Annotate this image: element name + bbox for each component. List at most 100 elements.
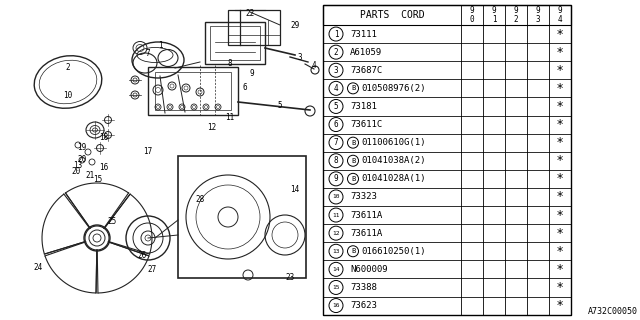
- Text: 73323: 73323: [350, 192, 377, 202]
- Text: B: B: [351, 158, 355, 164]
- Bar: [323, 242, 571, 260]
- Text: 28: 28: [195, 196, 205, 204]
- Text: 25: 25: [108, 218, 116, 227]
- Text: A732C00050: A732C00050: [588, 307, 638, 316]
- Text: 1: 1: [157, 42, 163, 51]
- Text: 27: 27: [147, 266, 157, 275]
- Circle shape: [348, 83, 358, 94]
- Circle shape: [329, 280, 343, 294]
- Text: *: *: [557, 100, 563, 113]
- Bar: [323, 5, 571, 25]
- Text: 3: 3: [298, 53, 302, 62]
- Text: 2: 2: [66, 62, 70, 71]
- Text: N600009: N600009: [350, 265, 388, 274]
- Bar: [323, 5, 571, 315]
- Text: B: B: [351, 248, 355, 254]
- Text: 13: 13: [74, 162, 83, 171]
- Text: B: B: [351, 176, 355, 182]
- Text: A61059: A61059: [350, 48, 382, 57]
- Circle shape: [329, 208, 343, 222]
- Text: 29: 29: [291, 20, 300, 29]
- Text: 01100610G(1): 01100610G(1): [361, 138, 426, 147]
- Bar: [323, 170, 571, 188]
- Text: 9
3: 9 3: [536, 6, 540, 24]
- Text: 4: 4: [333, 84, 339, 93]
- Text: 010508976(2): 010508976(2): [361, 84, 426, 93]
- Circle shape: [329, 27, 343, 41]
- Text: *: *: [557, 64, 563, 77]
- Circle shape: [329, 117, 343, 132]
- Bar: [323, 43, 571, 61]
- Bar: [323, 297, 571, 315]
- Text: 73181: 73181: [350, 102, 377, 111]
- Text: 73611A: 73611A: [350, 229, 382, 238]
- Text: 9: 9: [333, 174, 339, 183]
- Text: 26: 26: [138, 251, 147, 260]
- Text: *: *: [557, 209, 563, 221]
- Text: 73111: 73111: [350, 29, 377, 38]
- Circle shape: [329, 226, 343, 240]
- Text: *: *: [557, 263, 563, 276]
- Text: 15: 15: [332, 285, 340, 290]
- Text: 7: 7: [146, 50, 150, 59]
- Text: 5: 5: [333, 102, 339, 111]
- Text: 73611C: 73611C: [350, 120, 382, 129]
- Text: 73623: 73623: [350, 301, 377, 310]
- Text: 11: 11: [225, 114, 235, 123]
- Bar: [323, 152, 571, 170]
- Bar: [323, 25, 571, 43]
- Text: B: B: [351, 140, 355, 146]
- Text: 18: 18: [99, 133, 109, 142]
- Circle shape: [329, 244, 343, 258]
- Bar: [148, 67, 238, 115]
- Text: *: *: [557, 118, 563, 131]
- Text: 01041038A(2): 01041038A(2): [361, 156, 426, 165]
- Text: 2: 2: [333, 48, 339, 57]
- Text: 1: 1: [333, 29, 339, 38]
- Text: 9
2: 9 2: [514, 6, 518, 24]
- Bar: [323, 79, 571, 97]
- Text: 8: 8: [228, 60, 232, 68]
- Bar: [323, 97, 571, 116]
- Text: 9
4: 9 4: [557, 6, 563, 24]
- Text: *: *: [557, 46, 563, 59]
- Text: *: *: [557, 299, 563, 312]
- Text: 9
1: 9 1: [492, 6, 496, 24]
- Text: 24: 24: [33, 263, 43, 273]
- Text: 11: 11: [332, 212, 340, 218]
- Text: *: *: [557, 136, 563, 149]
- Bar: [155, 72, 231, 110]
- Text: PARTS  CORD: PARTS CORD: [360, 10, 424, 20]
- Text: 12: 12: [207, 123, 216, 132]
- Text: 5: 5: [278, 100, 282, 109]
- Text: 4: 4: [312, 60, 316, 69]
- Circle shape: [329, 172, 343, 186]
- Text: 7: 7: [333, 138, 339, 147]
- Text: 14: 14: [291, 186, 300, 195]
- Circle shape: [329, 81, 343, 95]
- Text: 01041028A(1): 01041028A(1): [361, 174, 426, 183]
- Circle shape: [348, 137, 358, 148]
- Text: 22: 22: [245, 10, 255, 19]
- Bar: [323, 206, 571, 224]
- Text: *: *: [557, 190, 563, 204]
- Bar: [323, 116, 571, 134]
- Bar: [323, 61, 571, 79]
- Bar: [178, 156, 306, 278]
- Bar: [323, 188, 571, 206]
- Text: 13: 13: [332, 249, 340, 254]
- Text: 12: 12: [332, 231, 340, 236]
- Text: *: *: [557, 172, 563, 185]
- Text: 16: 16: [332, 303, 340, 308]
- Text: 14: 14: [332, 267, 340, 272]
- Text: 3: 3: [333, 66, 339, 75]
- Bar: [323, 224, 571, 242]
- Bar: [210, 26, 260, 60]
- Bar: [323, 260, 571, 278]
- Text: 73611A: 73611A: [350, 211, 382, 220]
- Text: B: B: [351, 85, 355, 91]
- Bar: [205, 22, 265, 64]
- Circle shape: [348, 246, 358, 257]
- Text: 23: 23: [285, 274, 294, 283]
- Bar: [323, 134, 571, 152]
